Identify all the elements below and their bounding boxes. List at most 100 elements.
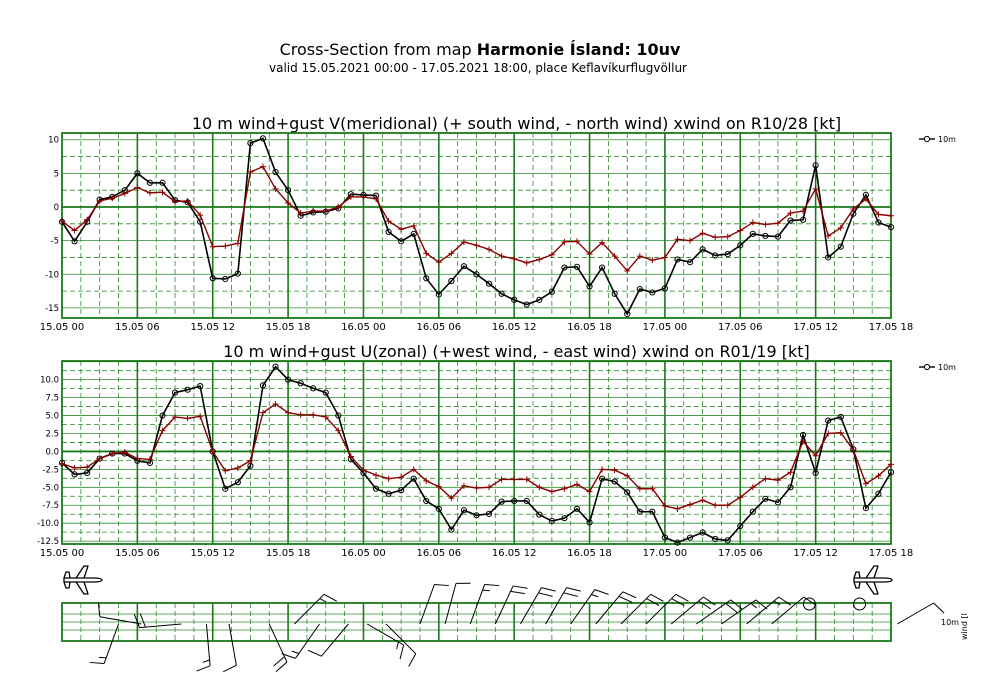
data-point-wind (887, 469, 895, 476)
data-point-wind (762, 495, 769, 502)
data-point-wind (875, 219, 882, 226)
data-point-gust (234, 240, 241, 247)
data-point-gust (423, 250, 430, 257)
data-point-wind (599, 475, 606, 482)
x-tick-label: 16.05 00 (341, 548, 386, 559)
data-point-wind (573, 263, 581, 270)
data-point-wind (649, 289, 656, 296)
x-tick-label: 17.05 06 (718, 548, 763, 559)
data-point-gust (297, 210, 304, 217)
x-tick-label: 17.05 00 (643, 548, 688, 559)
data-point-wind (335, 412, 342, 419)
data-point-gust (749, 219, 756, 226)
data-point-gust (373, 195, 380, 202)
data-point-gust (172, 198, 179, 205)
wind-barb-calm (853, 597, 867, 611)
data-point-gust (850, 206, 857, 213)
data-point-gust (322, 413, 329, 420)
data-point-gust (222, 243, 229, 250)
y-tick-label: -10 (45, 270, 59, 280)
x-tick-label: 16.05 18 (567, 322, 612, 333)
wind-barb (570, 589, 609, 625)
data-point-wind (247, 139, 254, 147)
data-point-gust (561, 485, 568, 492)
data-point-gust (548, 251, 555, 258)
data-point-wind (787, 217, 794, 224)
data-point-wind (222, 275, 229, 283)
data-point-wind (611, 290, 618, 297)
series-line-wind (61, 365, 892, 544)
data-point-gust (749, 484, 756, 491)
data-point-wind (573, 505, 581, 512)
data-point-wind (222, 485, 229, 492)
data-point-gust (737, 227, 744, 234)
data-point-wind (774, 233, 782, 240)
data-point-gust (272, 185, 279, 192)
data-point-wind (71, 471, 78, 478)
data-point-gust (624, 267, 631, 274)
data-point-gust (724, 502, 731, 509)
data-point-gust (96, 197, 103, 204)
data-point-gust (486, 246, 493, 253)
data-point-wind (259, 382, 267, 389)
data-point-gust (146, 189, 153, 196)
data-point-wind (523, 301, 530, 308)
data-point-gust (888, 461, 894, 468)
data-point-gust (109, 195, 116, 202)
data-point-gust (787, 469, 794, 476)
page-title: Cross-Section from map Harmonie Ísland: … (280, 40, 681, 59)
x-tick-label: 15.05 06 (115, 322, 160, 333)
data-point-wind (473, 512, 480, 519)
x-tick-label: 16.05 12 (492, 322, 537, 333)
data-point-gust (310, 208, 317, 215)
y-tick-label: -12.5 (37, 537, 59, 547)
data-point-gust (84, 216, 91, 223)
data-point-wind (774, 499, 782, 506)
data-point-gust (473, 485, 480, 492)
data-point-gust (674, 505, 681, 512)
data-point-gust (398, 474, 405, 481)
data-point-gust (285, 409, 292, 416)
data-point-gust (385, 218, 392, 225)
wind-barb (133, 613, 182, 629)
data-point-gust (837, 224, 844, 231)
data-point-wind (737, 522, 744, 530)
y-tick-label: 0 (54, 203, 59, 213)
data-point-wind (322, 389, 329, 396)
data-point-wind (548, 288, 555, 295)
data-point-wind (234, 270, 241, 277)
data-point-gust (146, 456, 153, 463)
y-tick-label: -5 (51, 237, 59, 247)
data-point-wind (398, 487, 405, 494)
data-point-gust (347, 453, 354, 460)
data-point-wind (674, 539, 681, 546)
data-point-gust (599, 466, 606, 473)
x-tick-label: 17.05 18 (869, 548, 914, 559)
wind-barb (419, 584, 449, 625)
data-point-wind (787, 484, 794, 491)
data-point-gust (234, 464, 241, 471)
data-point-gust (825, 430, 832, 437)
data-point-wind (498, 290, 505, 297)
data-point-wind (762, 232, 769, 240)
data-point-gust (423, 477, 430, 484)
data-point-wind (837, 413, 844, 421)
wind-barb (595, 591, 637, 625)
data-point-gust (825, 232, 832, 239)
data-point-gust (687, 501, 694, 508)
barb-axis-label: wind [l (960, 613, 969, 640)
data-point-gust (774, 220, 781, 227)
data-point-wind (649, 508, 656, 515)
data-point-gust (536, 484, 543, 491)
data-point-wind (460, 263, 468, 270)
data-point-wind (875, 490, 882, 497)
data-point-gust (197, 212, 204, 219)
data-point-gust (259, 409, 266, 416)
data-point-wind (724, 250, 731, 258)
x-tick-label: 17.05 06 (718, 322, 763, 333)
data-point-gust (297, 411, 304, 418)
data-point-gust (837, 429, 844, 436)
data-point-wind (385, 490, 392, 497)
data-point-gust (410, 222, 417, 229)
data-point-wind (485, 280, 493, 287)
